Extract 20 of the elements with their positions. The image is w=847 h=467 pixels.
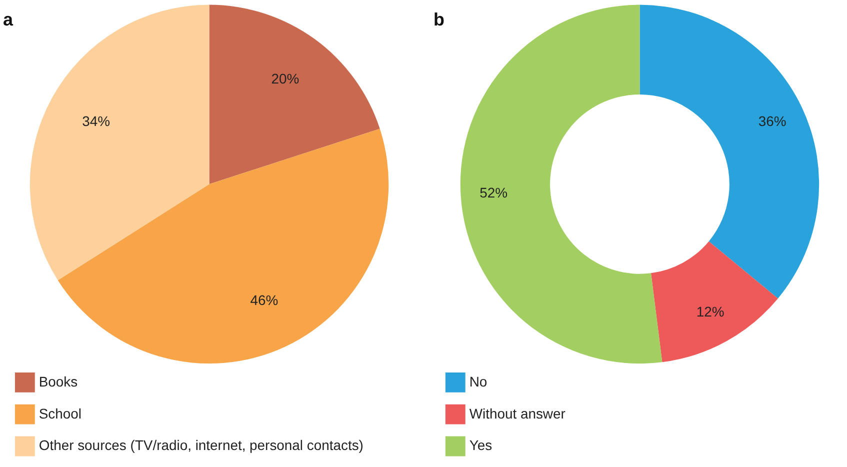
chart-title: b	[433, 10, 444, 30]
data-label: 20%	[271, 70, 300, 87]
data-label: 52%	[480, 184, 508, 200]
legend-label: School	[38, 405, 82, 422]
legend-label: No	[469, 373, 488, 390]
donut-slice	[650, 241, 778, 362]
data-label: 36%	[758, 112, 786, 129]
data-label: 46%	[250, 292, 278, 308]
data-label: 34%	[82, 112, 110, 129]
legend-label: Yes	[469, 437, 492, 454]
pie-slice	[30, 4, 210, 280]
legend-label: Without answer	[469, 405, 566, 422]
donut-slice	[640, 4, 819, 298]
data-label: 12%	[696, 304, 724, 320]
pie-slice	[58, 128, 388, 364]
donut-slice	[460, 4, 662, 364]
chart-title: a	[2, 10, 14, 30]
pie-slice	[209, 4, 380, 184]
legend-label: Books	[38, 373, 78, 390]
legend-label: Other sources (TV/radio, internet, personal contacts)	[38, 437, 364, 454]
